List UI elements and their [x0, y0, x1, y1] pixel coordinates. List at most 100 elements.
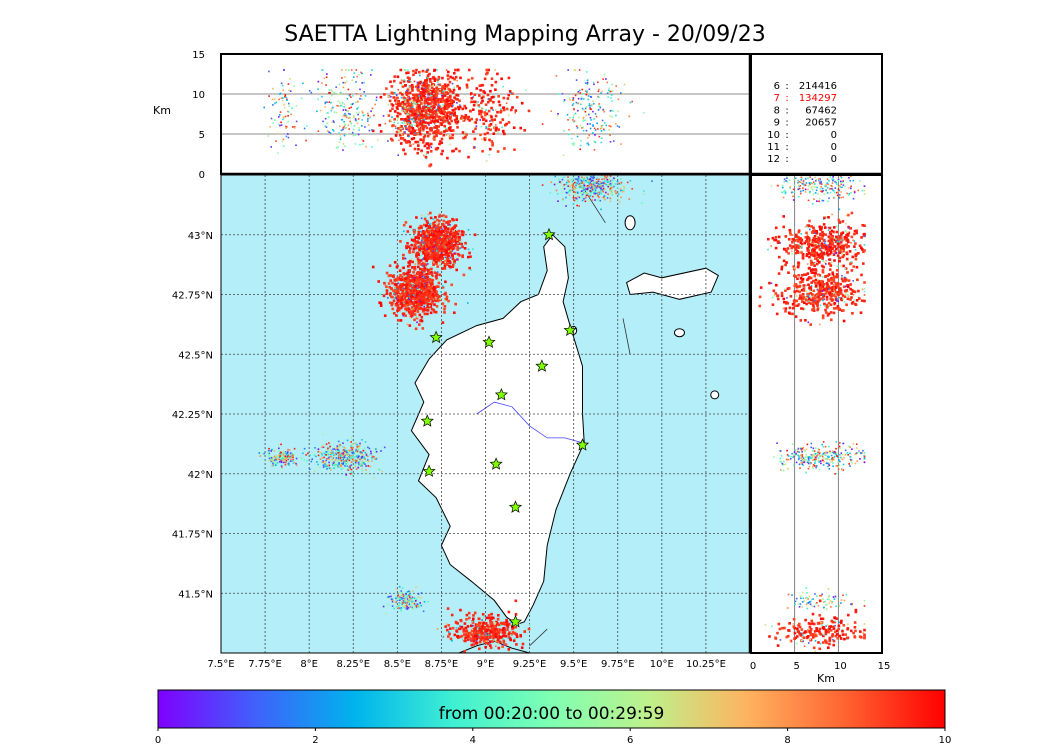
- top-lightning-point: [433, 117, 437, 120]
- top-lightning-point: [393, 117, 396, 121]
- top-lightning-point: [379, 95, 383, 99]
- lightning-point: [608, 184, 610, 187]
- top-lightning-point: [422, 125, 425, 129]
- lightning-point: [450, 244, 453, 247]
- lightning-point: [412, 304, 416, 307]
- top-lightning-point: [412, 73, 415, 77]
- lightning-point: [444, 245, 447, 248]
- lightning-point: [485, 633, 489, 636]
- lightning-point: [397, 296, 400, 300]
- lightning-point: [557, 193, 559, 195]
- lightning-point: [432, 250, 435, 252]
- lightning-point: [481, 621, 483, 623]
- lightning-point: [394, 287, 396, 289]
- top-lightning-point: [628, 115, 631, 118]
- lightning-point: [554, 175, 557, 178]
- lightning-point: [507, 633, 511, 636]
- top-lightning-point: [344, 108, 346, 110]
- lightning-point: [597, 185, 599, 188]
- lightning-point: [395, 601, 397, 603]
- lightning-point: [576, 195, 579, 198]
- top-lightning-point: [421, 141, 425, 144]
- lightning-point: [496, 628, 499, 631]
- lightning-point: [267, 455, 270, 458]
- lightning-point: [421, 262, 425, 265]
- lightning-point: [282, 456, 284, 459]
- lightning-point: [279, 459, 282, 461]
- lightning-point: [395, 588, 398, 590]
- lightning-point: [405, 308, 409, 312]
- top-lightning-point: [283, 69, 285, 71]
- top-lightning-point: [282, 89, 284, 92]
- lightning-point: [494, 620, 496, 622]
- lightning-point: [433, 258, 436, 261]
- top-lightning-point: [441, 149, 444, 153]
- lightning-point: [404, 605, 406, 608]
- lightning-point: [357, 454, 360, 456]
- top-lightning-point: [584, 82, 587, 84]
- top-lightning-point: [441, 121, 445, 124]
- lightning-point: [401, 587, 404, 589]
- lightning-point: [511, 631, 515, 634]
- lightning-point: [567, 185, 569, 187]
- lightning-point: [489, 619, 492, 623]
- lightning-point: [424, 281, 428, 285]
- lightning-point: [413, 597, 416, 599]
- top-lightning-point: [582, 118, 585, 120]
- lightning-point: [558, 181, 561, 183]
- top-lightning-point: [597, 109, 600, 111]
- top-lightning-point: [579, 148, 581, 150]
- lightning-point: [576, 204, 578, 207]
- top-lightning-point: [422, 87, 425, 91]
- lightning-point: [572, 203, 575, 205]
- lightning-point: [435, 236, 438, 239]
- lightning-point: [438, 249, 441, 253]
- top-lightning-point: [593, 140, 596, 143]
- lightning-point: [398, 585, 401, 588]
- lightning-point: [508, 650, 510, 653]
- lightning-point: [435, 260, 438, 264]
- top-lightning-point: [438, 110, 442, 114]
- lightning-point: [607, 184, 609, 186]
- lightning-point: [337, 461, 340, 463]
- lightning-point: [521, 642, 525, 646]
- lightning-point: [280, 461, 283, 464]
- lightning-point: [565, 183, 567, 186]
- top-lightning-point: [433, 77, 437, 81]
- lightning-point: [363, 457, 366, 459]
- lightning-point: [414, 300, 417, 302]
- lightning-point: [367, 446, 369, 449]
- top-lightning-point: [612, 90, 614, 92]
- top-lightning-point: [432, 104, 435, 107]
- top-lightning-point: [403, 138, 407, 142]
- lightning-point: [420, 226, 423, 230]
- lightning-point: [592, 175, 595, 177]
- lightning-point: [429, 270, 433, 274]
- top-lightning-point: [424, 81, 428, 85]
- top-lightning-point: [430, 86, 434, 89]
- lightning-point: [331, 457, 334, 459]
- top-lightning-point: [612, 140, 615, 142]
- top-lightning-point: [427, 93, 429, 96]
- lightning-point: [609, 188, 611, 191]
- lightning-point: [421, 283, 424, 287]
- lightning-point: [338, 459, 341, 461]
- lightning-point: [454, 239, 458, 243]
- top-lightning-point: [468, 119, 471, 122]
- top-lightning-point: [463, 134, 466, 136]
- top-lightning-point: [412, 137, 416, 140]
- lightning-point: [427, 299, 431, 302]
- lightning-point: [416, 287, 419, 289]
- top-lightning-point: [408, 121, 410, 124]
- lightning-point: [418, 300, 421, 302]
- top-lightning-point: [338, 132, 340, 134]
- lightning-point: [364, 463, 366, 465]
- lightning-point: [581, 196, 583, 199]
- lightning-point: [400, 598, 403, 600]
- top-lightning-point: [446, 101, 449, 104]
- lightning-point: [480, 636, 484, 639]
- top-lightning-point: [408, 126, 412, 129]
- lightning-point: [325, 451, 328, 453]
- lightning-point: [477, 631, 481, 635]
- lightning-point: [425, 219, 429, 223]
